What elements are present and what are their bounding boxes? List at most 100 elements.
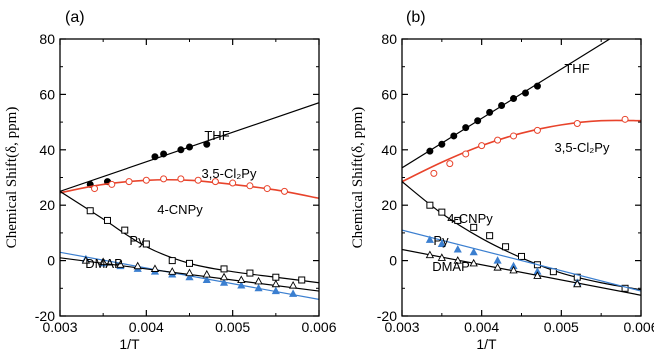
panel-a-4-cnpy-point bbox=[103, 216, 111, 224]
panel-a-py-point bbox=[237, 281, 246, 289]
panel-b-y-tick-label: 20 bbox=[381, 197, 397, 213]
panel-a-thf-point bbox=[186, 143, 193, 151]
panel-a-thf-point bbox=[151, 153, 159, 161]
panel-a-3-5-cl-py-point bbox=[211, 178, 219, 186]
panel-b-dmap-point bbox=[453, 256, 462, 264]
panel-a-3-5-cl-py-point bbox=[125, 178, 133, 186]
panel-a-4-cnpy-series bbox=[60, 190, 319, 284]
panel-a-4-cnpy-point bbox=[246, 269, 254, 277]
panel-a-4-cnpy-point bbox=[121, 226, 129, 234]
panel-b-dmap-series bbox=[402, 248, 641, 296]
panel-b-y-tick-label: -20 bbox=[377, 308, 397, 324]
panel-a-dmap-point bbox=[150, 264, 160, 272]
panel-b-y-tick-label: 40 bbox=[381, 142, 397, 158]
panel-a-3-5-cl-py-point bbox=[263, 185, 271, 193]
panel-b-dmap-point bbox=[437, 253, 446, 261]
panel-a-dmap-point bbox=[254, 276, 263, 285]
panel-b-plot-area bbox=[402, 39, 641, 296]
panel-b-3-5-cl-py-point bbox=[494, 136, 502, 144]
panel-a-dmap-point bbox=[185, 268, 194, 277]
panel-a-3-5-cl-py-label: 3,5-Cl₂Py bbox=[202, 166, 257, 181]
panel-a-x-tick-label: 0.004 bbox=[129, 319, 164, 335]
panel-b-y-tick-label: 80 bbox=[381, 31, 397, 47]
panel-a-x-tick-label: 0.005 bbox=[215, 319, 250, 335]
panel-a-y-tick-label: -20 bbox=[35, 308, 55, 324]
panel-a-4-cnpy-point bbox=[168, 257, 176, 265]
panel-b-4-cnpy-point bbox=[518, 252, 525, 260]
panel-a-dmap-point bbox=[237, 275, 246, 284]
panel-a-py-point bbox=[271, 286, 280, 295]
panel-b-thf-point bbox=[474, 117, 482, 125]
panel-b-x-tick-label: 0.005 bbox=[544, 319, 579, 335]
panel-a-thf-label: THF bbox=[204, 128, 229, 143]
panel-b-thf-series bbox=[402, 39, 611, 169]
panel-b-dmap-label: DMAP bbox=[432, 259, 470, 274]
panel-a-y-tick-label: 20 bbox=[39, 197, 55, 213]
panel-b-thf-label: THF bbox=[564, 61, 589, 76]
panel-a-dmap-point bbox=[133, 261, 142, 270]
panel-b-3-5-cl-py-fit-line bbox=[402, 119, 641, 183]
panel-b-3-5-cl-py-point bbox=[462, 150, 470, 158]
panel-a-3-5-cl-py-point bbox=[229, 179, 237, 187]
panel-a-3-5-cl-py-point bbox=[108, 180, 116, 188]
panel-b-py-point bbox=[425, 235, 434, 243]
panel-b-thf-point bbox=[486, 108, 494, 116]
panel-a-3-5-cl-py-point bbox=[246, 182, 254, 190]
panel-b-frame bbox=[401, 38, 642, 317]
panel-a-dmap-point bbox=[271, 279, 280, 288]
panel-b-py-point bbox=[493, 256, 502, 264]
panel-b-thf-point bbox=[450, 132, 458, 140]
panel-a-4-cnpy-point bbox=[272, 273, 280, 281]
panel-b-py-point bbox=[453, 245, 462, 253]
panel-a: 0.003 0.004 0.005 0.006 -20 0 20 40 60 80 THF 3,5-C… bbox=[4, 9, 337, 352]
panel-b-thf-point bbox=[438, 140, 446, 148]
panel-a-py-point bbox=[219, 278, 229, 286]
panel-a-3-5-cl-py-point bbox=[160, 175, 168, 183]
panel-a-4-cnpy-label: 4-CNPy bbox=[157, 202, 203, 217]
panel-a-dmap-point bbox=[99, 257, 108, 266]
panel-b-3-5-cl-py-series bbox=[402, 115, 641, 183]
panel-b-4-cnpy-point bbox=[502, 243, 510, 251]
panel-a-4-cnpy-point bbox=[142, 240, 150, 248]
panel-a-y-tick-label: 80 bbox=[39, 31, 55, 47]
panel-a-plot-area bbox=[60, 102, 319, 300]
panel-b-4-cnpy-point bbox=[454, 216, 462, 224]
panel-b-3-5-cl-py-point bbox=[573, 119, 581, 127]
panel-b-dmap-point bbox=[573, 279, 582, 288]
panel-a-4-cnpy-point bbox=[298, 276, 306, 284]
panel-a-y-tick-label: 60 bbox=[39, 86, 55, 102]
panel-a-3-5-cl-py-point bbox=[177, 175, 185, 183]
panel-a-py-point bbox=[289, 289, 298, 297]
panel-a-thf-series bbox=[60, 102, 319, 192]
panel-b-4-cnpy-point bbox=[486, 232, 494, 240]
panel-b-y-axis-title: Chemical Shift(δ, ppm) bbox=[350, 107, 366, 249]
panel-a-dmap-point bbox=[288, 280, 298, 289]
panel-b-ticks: 0.003 0.004 0.005 0.006 -20 0 20 40 60 80 bbox=[377, 31, 654, 335]
panel-b-3-5-cl-py-point bbox=[510, 132, 518, 140]
panel-a-y-tick-label: 40 bbox=[39, 142, 55, 158]
panel-a-thf-point bbox=[177, 146, 185, 154]
panel-b-x-tick-label: 0.003 bbox=[384, 319, 419, 335]
panel-a-3-5-cl-py-point bbox=[91, 185, 99, 193]
panel-a-ticks: 0.003 0.004 0.005 0.006 -20 0 20 40 60 80 bbox=[35, 31, 337, 335]
panel-a-dmap-point bbox=[202, 269, 211, 278]
panel-a-x-tick-label: 0.006 bbox=[301, 319, 336, 335]
panel-b-thf-point bbox=[498, 101, 506, 109]
panel-b-thf-point bbox=[510, 95, 518, 103]
panel-a-dmap-label: DMAP bbox=[85, 256, 123, 271]
panel-b-py-label: Py bbox=[433, 233, 449, 248]
panel-b-x-axis-title: 1/T bbox=[476, 336, 497, 352]
panel-b-4-cnpy-point bbox=[426, 201, 434, 209]
panel-a-y-axis-title: Chemical Shift(δ, ppm) bbox=[4, 107, 20, 249]
panel-b-py-series bbox=[402, 229, 641, 292]
panel-b-dmap-point bbox=[533, 271, 542, 279]
panel-a-dmap-point bbox=[219, 272, 229, 281]
panel-b-3-5-cl-py-point bbox=[533, 126, 541, 134]
panel-a-dmap-point bbox=[116, 260, 125, 268]
panel-b-4-cnpy-point bbox=[438, 208, 446, 216]
panel-b-x-tick-label: 0.004 bbox=[464, 319, 499, 335]
panel-b-4-cnpy-label: 4-CNPy bbox=[447, 211, 493, 226]
panel-b-y-tick-label: 60 bbox=[381, 86, 397, 102]
panel-b-4-cnpy-point bbox=[470, 223, 478, 231]
